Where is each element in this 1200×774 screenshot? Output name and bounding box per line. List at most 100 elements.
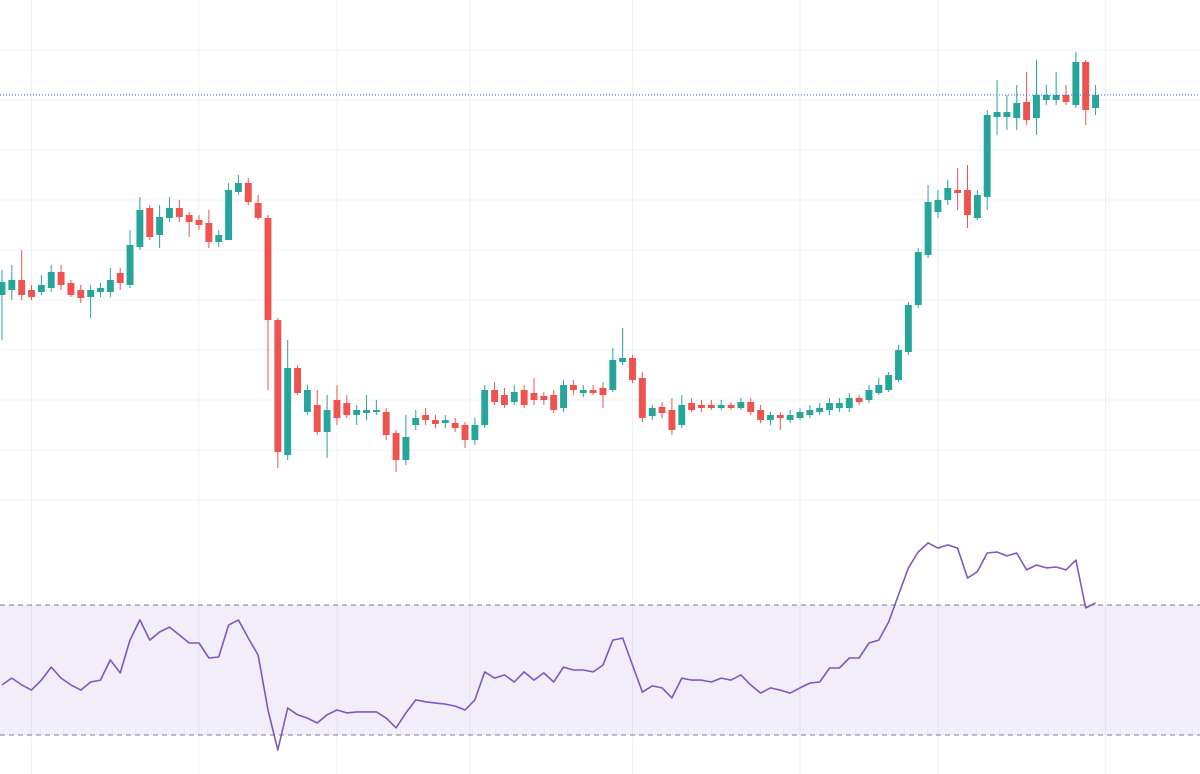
candle-body: [510, 392, 518, 402]
candle-body: [333, 400, 341, 418]
candle-body: [323, 410, 331, 432]
candle-body: [786, 415, 794, 420]
candle-body: [550, 395, 558, 410]
candle-body: [0, 282, 6, 295]
candle-body: [106, 280, 114, 292]
candle-body: [766, 415, 774, 420]
candle-body: [353, 410, 361, 415]
candle-body: [146, 208, 154, 237]
candle-body: [914, 252, 922, 305]
candle-body: [973, 195, 981, 218]
candle-body: [678, 405, 686, 425]
rsi-line: [1, 542, 1096, 751]
candle-body: [648, 408, 656, 416]
candle-body: [658, 407, 666, 413]
candle-body: [707, 405, 715, 408]
candle-body: [481, 390, 489, 425]
candle-body: [806, 410, 814, 415]
candle-body: [432, 420, 439, 424]
candle-body: [87, 290, 95, 297]
candle-body: [747, 402, 755, 412]
candle-body: [294, 368, 301, 393]
candle-body: [116, 273, 124, 283]
candle-body: [264, 218, 272, 320]
candle-body: [540, 396, 548, 400]
candle-body: [560, 385, 567, 408]
candle-body: [520, 390, 528, 405]
candle-body: [67, 283, 75, 295]
candle-body: [1052, 95, 1060, 100]
candle-body: [254, 203, 262, 218]
candle-body: [776, 415, 784, 418]
candle-body: [97, 288, 104, 292]
candle-body: [629, 358, 636, 380]
candle-body: [964, 190, 971, 215]
candle-body: [471, 425, 479, 440]
candle-body: [1033, 95, 1040, 118]
candle-body: [757, 410, 765, 420]
candle-body: [1062, 95, 1070, 102]
candle-body: [885, 375, 893, 390]
candle-body: [57, 272, 65, 285]
candle-body: [983, 115, 991, 197]
candle-body: [47, 272, 55, 288]
candle-body: [491, 390, 499, 402]
candle-body: [1003, 112, 1011, 117]
candle-body: [638, 378, 646, 418]
candle-body: [382, 412, 390, 435]
candle-body: [156, 217, 164, 235]
candle-body: [126, 245, 134, 285]
candle-body: [796, 412, 804, 418]
candle-body: [422, 415, 430, 420]
candle-body: [737, 402, 745, 408]
candle-body: [195, 220, 203, 225]
candle-body: [412, 418, 420, 425]
candle-body: [500, 395, 508, 405]
candle-body: [136, 210, 144, 247]
candle-body: [1092, 95, 1100, 108]
candle-body: [1082, 62, 1090, 110]
candle-body: [1042, 95, 1050, 100]
candle-body: [826, 403, 834, 410]
candle-body: [1072, 62, 1080, 105]
candle-body: [451, 423, 459, 428]
candle-body: [18, 280, 26, 295]
candle-body: [727, 405, 735, 408]
candle-body: [579, 390, 587, 393]
candle-body: [77, 290, 85, 298]
candle-body: [698, 405, 705, 408]
candle-body: [8, 280, 16, 290]
candle-body: [855, 398, 863, 402]
candle-body: [865, 390, 873, 400]
candle-body: [530, 393, 538, 400]
candle-body: [835, 403, 843, 408]
candle-body: [166, 208, 173, 218]
candle-body: [944, 188, 952, 200]
candle-body: [225, 190, 233, 240]
candle-body: [668, 410, 676, 430]
candle-body: [392, 433, 400, 460]
candle-body: [589, 390, 597, 393]
candle-body: [205, 223, 213, 242]
candle-body: [284, 368, 292, 455]
candle-body: [363, 410, 370, 413]
candle-body: [954, 190, 962, 193]
candle-body: [993, 112, 1001, 117]
candle-body: [215, 235, 223, 242]
band-fill: [0, 604, 1200, 735]
candle-body: [185, 215, 193, 222]
candle-body: [372, 410, 380, 412]
candle-body: [816, 408, 824, 412]
candle-body: [717, 405, 725, 408]
candle-body: [599, 388, 607, 395]
candle-body: [845, 398, 853, 408]
candle-body: [234, 183, 242, 192]
candle-body: [875, 385, 883, 393]
candle-body: [569, 385, 577, 390]
candle-body: [934, 200, 942, 212]
candle-body: [244, 183, 252, 202]
candle-body: [619, 358, 627, 362]
candle-body: [441, 420, 449, 423]
candle-body: [461, 425, 469, 440]
